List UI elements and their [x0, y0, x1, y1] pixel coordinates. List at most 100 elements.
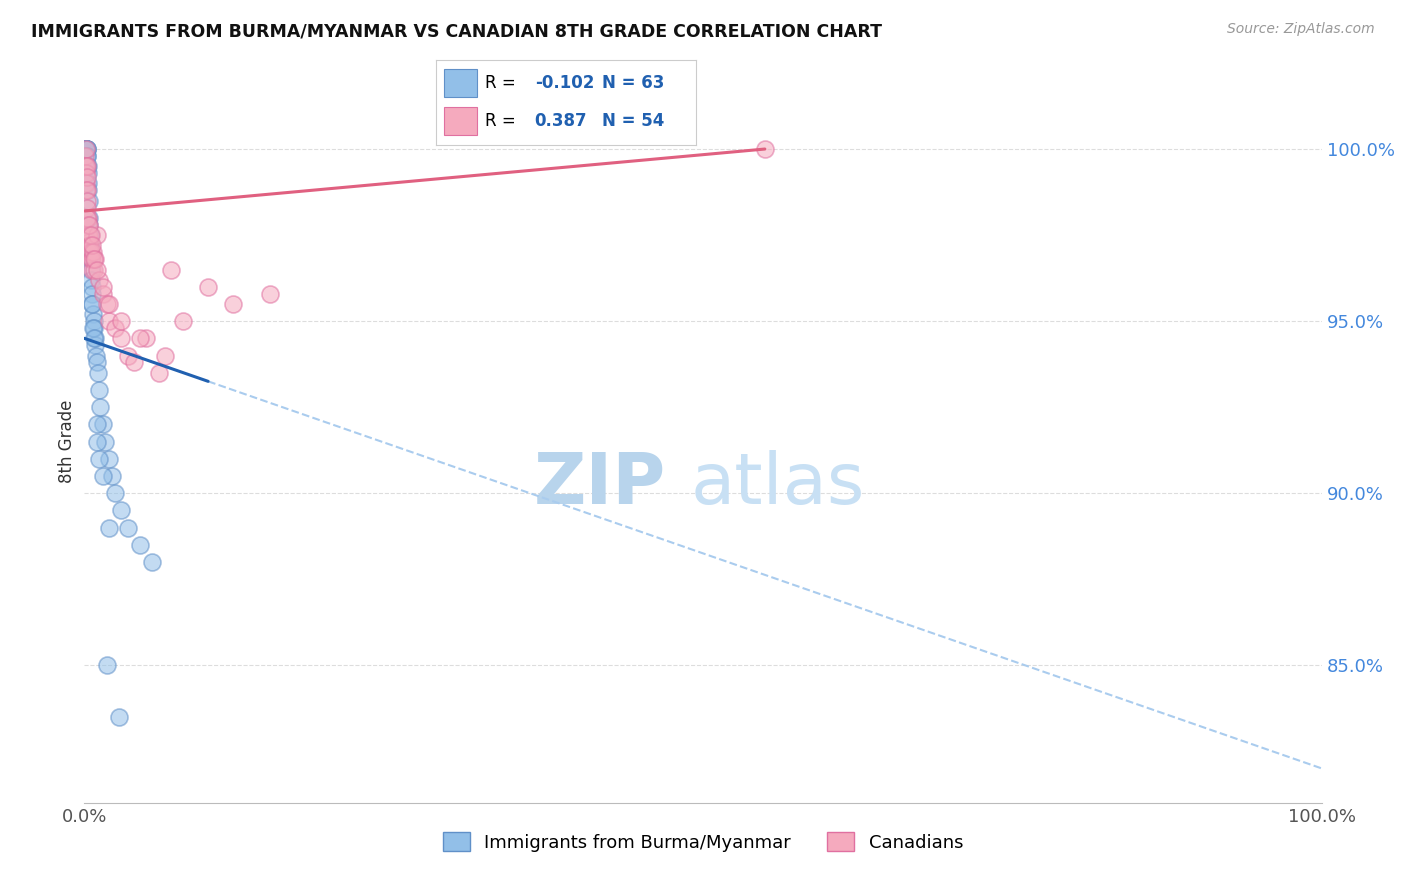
Point	[117, 349, 139, 363]
Point	[75, 142, 97, 156]
Point	[77, 218, 100, 232]
Point	[148, 366, 170, 380]
Point	[129, 331, 152, 345]
Point	[108, 710, 131, 724]
Point	[83, 331, 105, 345]
Point	[79, 228, 101, 243]
Point	[77, 194, 100, 208]
Point	[80, 297, 103, 311]
Point	[84, 252, 107, 267]
Point	[98, 451, 121, 466]
Point	[96, 297, 118, 311]
Point	[82, 252, 104, 267]
Point	[83, 252, 105, 267]
Point	[76, 142, 98, 156]
Point	[91, 286, 114, 301]
Point	[86, 434, 108, 449]
Point	[75, 142, 97, 156]
Point	[76, 149, 98, 163]
Point	[100, 469, 122, 483]
Point	[79, 238, 101, 252]
Point	[89, 383, 111, 397]
Point	[75, 159, 97, 173]
Point	[77, 183, 100, 197]
Point	[110, 503, 132, 517]
Point	[83, 321, 105, 335]
Point	[83, 262, 105, 277]
Point	[82, 321, 104, 335]
Point	[172, 314, 194, 328]
Point	[91, 469, 114, 483]
Point	[75, 142, 97, 156]
Point	[76, 142, 98, 156]
Point	[80, 262, 103, 277]
Point	[79, 245, 101, 260]
Point	[110, 314, 132, 328]
Point	[104, 486, 127, 500]
Point	[76, 159, 98, 173]
Point	[222, 297, 245, 311]
Point	[86, 417, 108, 432]
Bar	[444, 107, 478, 136]
Point	[83, 331, 105, 345]
Point	[91, 279, 114, 293]
Point	[79, 218, 101, 232]
Point	[160, 262, 183, 277]
Text: IMMIGRANTS FROM BURMA/MYANMAR VS CANADIAN 8TH GRADE CORRELATION CHART: IMMIGRANTS FROM BURMA/MYANMAR VS CANADIA…	[31, 22, 882, 40]
Point	[75, 142, 97, 156]
Text: ZIP: ZIP	[534, 450, 666, 519]
Point	[86, 262, 108, 277]
Point	[75, 142, 97, 156]
Point	[77, 211, 100, 225]
Point	[77, 235, 100, 249]
Point	[89, 451, 111, 466]
Point	[89, 400, 111, 414]
Point	[153, 349, 176, 363]
Point	[110, 331, 132, 345]
Point	[80, 262, 103, 277]
Point	[197, 279, 219, 293]
Point	[79, 238, 101, 252]
Point	[80, 286, 103, 301]
Bar	[444, 69, 478, 97]
Point	[77, 228, 100, 243]
Text: N = 54: N = 54	[602, 112, 665, 130]
Point	[86, 228, 108, 243]
Text: Source: ZipAtlas.com: Source: ZipAtlas.com	[1227, 22, 1375, 37]
Point	[76, 166, 98, 180]
Point	[83, 314, 105, 328]
Point	[75, 142, 97, 156]
Point	[87, 366, 110, 380]
Point	[77, 245, 100, 260]
Point	[135, 331, 157, 345]
Point	[129, 538, 152, 552]
Point	[141, 555, 163, 569]
Text: R =: R =	[485, 74, 516, 92]
Point	[84, 349, 107, 363]
Point	[98, 297, 121, 311]
Point	[75, 142, 97, 156]
Point	[82, 297, 104, 311]
Point	[75, 183, 97, 197]
Point	[76, 211, 98, 225]
Point	[84, 338, 107, 352]
Point	[76, 149, 98, 163]
Point	[77, 177, 100, 191]
Point	[75, 166, 97, 180]
Point	[98, 520, 121, 534]
Text: atlas: atlas	[690, 450, 865, 519]
Point	[82, 245, 104, 260]
Point	[76, 159, 98, 173]
Point	[76, 142, 98, 156]
Point	[259, 286, 281, 301]
Point	[80, 252, 103, 267]
Point	[96, 658, 118, 673]
Point	[76, 201, 98, 215]
Point	[76, 159, 98, 173]
Point	[104, 321, 127, 335]
Point	[79, 252, 101, 267]
Point	[73, 142, 96, 156]
Point	[79, 228, 101, 243]
Text: N = 63: N = 63	[602, 74, 665, 92]
Point	[75, 149, 97, 163]
